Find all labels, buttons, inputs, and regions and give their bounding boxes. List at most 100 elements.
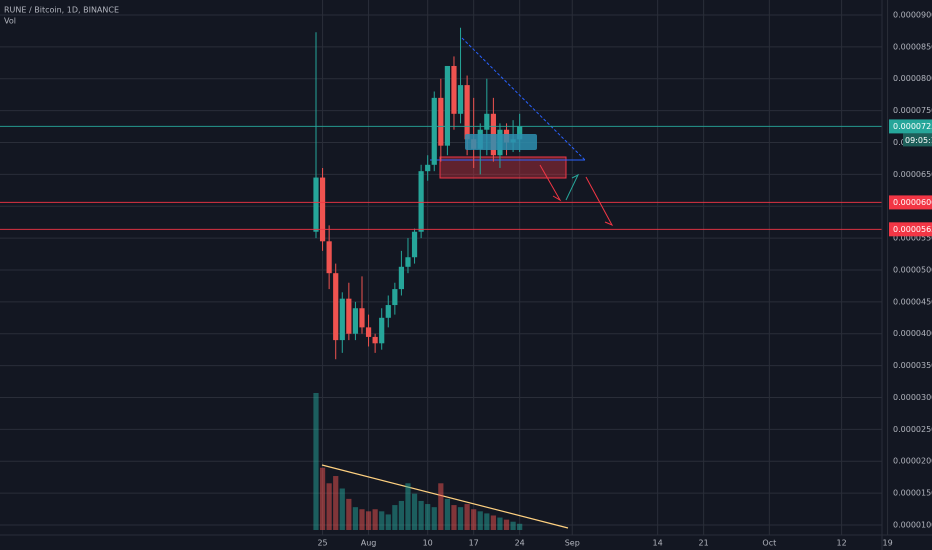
volume-bar bbox=[313, 393, 319, 530]
arrow bbox=[539, 164, 562, 202]
candle-body bbox=[346, 298, 352, 334]
countdown-box bbox=[903, 133, 932, 147]
candle-body bbox=[405, 257, 411, 267]
x-tick-label: Aug bbox=[361, 539, 377, 548]
x-tick-label: 17 bbox=[469, 539, 479, 548]
y-tick-label: 0.00007500 bbox=[893, 106, 932, 115]
candle-body bbox=[484, 113, 490, 130]
candle-body bbox=[365, 327, 372, 337]
price-label: 0.00006060 bbox=[893, 198, 932, 207]
axis: 0.00009000 0.00008500 0.00008000 0.00007500… bbox=[317, 10, 932, 548]
x-tick-label: 21 bbox=[699, 539, 709, 548]
candle-body bbox=[392, 289, 398, 306]
volume-bar bbox=[319, 467, 326, 530]
y-tick-label: 0.00002000 bbox=[893, 457, 932, 466]
countdown: 09:05:14 bbox=[905, 136, 932, 145]
candle-body bbox=[411, 231, 418, 258]
arrow bbox=[565, 173, 580, 201]
x-tick-label: Sep bbox=[565, 539, 580, 548]
volume-bar bbox=[372, 509, 378, 530]
volume-bar bbox=[352, 507, 359, 530]
candle-body bbox=[517, 126, 523, 140]
tooltip-box bbox=[465, 134, 537, 150]
volume-bar bbox=[464, 504, 470, 530]
x-tick-label: Oct bbox=[762, 539, 776, 548]
candle-body bbox=[359, 308, 365, 328]
candle-body bbox=[333, 273, 339, 341]
volume-bar bbox=[346, 498, 352, 530]
volume-bar bbox=[457, 507, 464, 530]
volume-bar bbox=[385, 514, 391, 530]
volume-bar bbox=[497, 517, 503, 530]
candle-body bbox=[372, 336, 378, 344]
volume-bar bbox=[405, 483, 411, 530]
trend-line bbox=[461, 37, 586, 161]
volume-bar bbox=[392, 505, 398, 530]
arrow bbox=[585, 176, 614, 227]
candle-body bbox=[438, 97, 444, 146]
candle-body bbox=[425, 164, 431, 172]
y-tick-label: 0.00006500 bbox=[893, 170, 932, 179]
volume-bar bbox=[438, 483, 444, 530]
y-tick-label: 0.00002500 bbox=[893, 425, 932, 434]
y-tick-label: 0.00001000 bbox=[893, 520, 932, 529]
candle-body bbox=[385, 305, 391, 318]
candle-body bbox=[339, 298, 345, 341]
volume-bar bbox=[477, 511, 483, 530]
grid bbox=[0, 0, 889, 535]
candle-body bbox=[326, 241, 332, 274]
volume-bar bbox=[398, 500, 405, 530]
volume-bar bbox=[411, 493, 418, 530]
candle-body bbox=[444, 65, 450, 146]
volume-bar bbox=[451, 505, 457, 530]
candle-body bbox=[451, 65, 457, 114]
volume-bar bbox=[425, 504, 431, 530]
candle-body bbox=[418, 171, 424, 232]
zone bbox=[439, 156, 567, 179]
volume-bar bbox=[339, 488, 345, 530]
volume-label: Vol bbox=[4, 17, 16, 26]
candle-body bbox=[464, 85, 470, 140]
price-label-box bbox=[889, 195, 932, 210]
volume-bar bbox=[490, 515, 496, 530]
volume-trend-line bbox=[321, 464, 569, 529]
x-tick-label: 25 bbox=[317, 539, 327, 548]
y-tick-label: 0.00008500 bbox=[893, 42, 932, 51]
candle-body bbox=[379, 317, 385, 344]
volume-bar bbox=[326, 483, 332, 530]
volume-bar bbox=[431, 507, 437, 530]
volume-bar bbox=[365, 511, 372, 530]
y-tick-label: 0.00003000 bbox=[893, 393, 932, 402]
y-tick-label: 0.00001500 bbox=[893, 489, 932, 498]
y-tick-label: 0.00005000 bbox=[893, 265, 932, 274]
chart-title: RUNE / Bitcoin, 1D, BINANCE bbox=[4, 6, 119, 15]
price-label-box bbox=[889, 119, 932, 134]
x-tick-label: 10 bbox=[423, 539, 433, 548]
y-tick-label: 0.00009000 bbox=[893, 10, 932, 19]
volume-bar bbox=[471, 509, 477, 530]
y-tick-label: 0.00004500 bbox=[893, 297, 932, 306]
x-tick-label: 14 bbox=[653, 539, 663, 548]
x-tick-label: 19 bbox=[882, 539, 892, 548]
volume-bar bbox=[418, 500, 424, 530]
volume-bar bbox=[444, 498, 450, 530]
volume-bar bbox=[517, 523, 523, 530]
volume-bar bbox=[503, 519, 510, 530]
candle-body bbox=[352, 308, 359, 334]
candle-body bbox=[313, 177, 319, 232]
price-label: 0.00005638 bbox=[893, 225, 932, 234]
candle-body bbox=[398, 266, 405, 290]
candle-body bbox=[457, 85, 464, 114]
y-tick-label: 0.00003500 bbox=[893, 361, 932, 370]
y-tick-label: 0.00004000 bbox=[893, 329, 932, 338]
y-tick-label: 0.00008000 bbox=[893, 74, 932, 83]
price-label-box bbox=[889, 222, 932, 237]
candle-body bbox=[431, 97, 437, 165]
volume-bar bbox=[333, 476, 339, 530]
volume-bar bbox=[510, 521, 516, 530]
volume-bar bbox=[359, 509, 365, 530]
price-label: 0.00007252 bbox=[893, 122, 932, 131]
candle-body bbox=[319, 177, 326, 242]
